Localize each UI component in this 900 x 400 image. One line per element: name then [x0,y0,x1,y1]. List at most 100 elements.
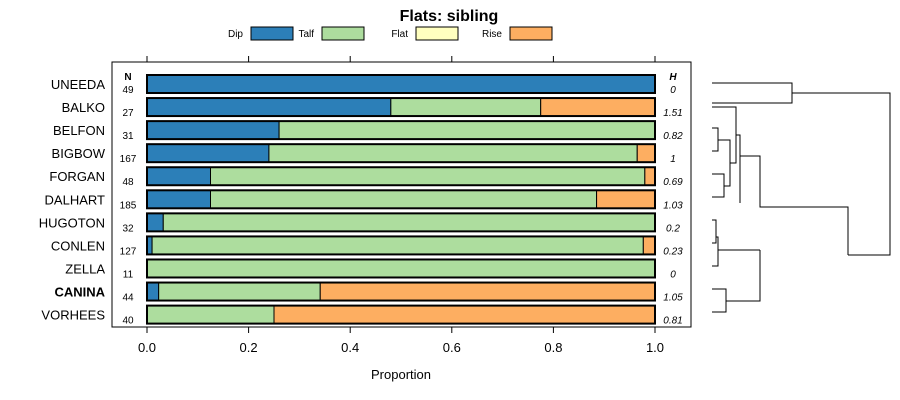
h-value: 1.05 [663,293,683,304]
bar-outline [146,235,656,256]
legend-swatch [250,26,294,41]
bar-segment-rise [644,166,656,186]
bar-segment-talf [146,258,656,278]
h-value: 0.2 [666,223,680,234]
bar-outline [146,166,656,187]
legend-label: Rise [482,29,502,40]
bar-outline [146,258,656,279]
x-axis: 0.0 0.2 0.4 0.6 0.8 1.0 [138,56,664,355]
legend-label: Dip [228,29,243,40]
bar-outline [146,97,656,118]
bar-segment-talf [210,189,598,209]
x-tick-label: 0.8 [544,340,562,355]
chart-title: Flats: sibling [400,8,499,25]
bar-segment-dip [146,212,164,232]
bar-segment-dip [146,97,392,117]
h-value: 1.51 [663,108,682,119]
category-label: BELFON [53,123,105,138]
bar-segment-rise [636,143,656,163]
h-value: 1 [670,154,676,165]
category-label: UNEEDA [51,77,106,92]
n-value: 11 [123,269,134,280]
legend-label: Flat [391,29,408,40]
bar-outline [146,74,656,94]
bar-segment-dip [146,189,211,209]
category-label: VORHEES [41,308,105,323]
x-tick-label: 0.4 [341,340,359,355]
category-label: HUGOTON [39,215,105,230]
bar-segment-dip [146,166,211,186]
category-label: CONLEN [51,238,105,253]
n-value: 48 [122,177,134,188]
bar-segment-talf [146,305,275,325]
bar-outline [146,304,656,325]
bar-segment-rise [273,305,656,325]
h-value: 0.69 [663,177,683,188]
x-tick-label: 1.0 [646,340,664,355]
dendrogram-link [712,127,719,152]
x-axis-title: Proportion [371,367,431,382]
h-value: 0.23 [663,246,683,257]
bar-segment-talf [278,120,656,140]
bar-outline [146,189,656,210]
legend-swatch [415,26,459,41]
bar-segment-talf [162,212,656,232]
n-value: 40 [122,316,134,327]
n-value: 167 [120,154,137,165]
n-column-header: N [124,72,131,83]
legend-swatch [321,26,365,41]
bar-segment-talf [268,143,638,163]
dendrogram-link [792,92,891,256]
bar-outline [146,212,656,233]
legend-label: Talf [298,29,314,40]
category-label: DALHART [45,192,106,207]
dendrogram-link [736,134,741,203]
legend-swatch [509,26,553,41]
n-value: 127 [120,246,137,257]
bar-segment-rise [540,97,656,117]
dendrogram-link [712,288,727,313]
category-label: BALKO [62,100,105,115]
bar-segment-talf [158,282,321,302]
h-value: 0.81 [663,316,682,327]
n-value: 32 [122,223,134,234]
dendrogram-link [712,106,737,164]
bar-outline [146,143,656,164]
bar-outline [146,120,656,141]
category-label: FORGAN [49,169,105,184]
bar-segment-talf [151,235,644,255]
n-value: 44 [122,293,134,304]
n-value: 31 [122,131,134,142]
bar-segment-dip [146,120,280,140]
h-column-header: H [669,72,677,83]
bar-outline [146,281,656,302]
h-value: 1.03 [663,200,683,211]
legend: Dip Talf Flat Rise [228,26,553,41]
x-tick-label: 0.0 [138,340,156,355]
h-value: 0 [670,269,676,280]
dendrogram-link [712,82,793,104]
bar-segment-dip [146,282,160,302]
category-labels: UNEEDA 49 0 BALKO 27 1.51 BELFON 31 0.82 BIGBOW 16… [39,77,683,327]
dendrogram-link [712,236,719,267]
n-value: 185 [120,200,137,211]
bar-segment-rise [319,282,656,302]
bars-group [146,74,656,325]
x-tick-label: 0.6 [443,340,461,355]
bar-segment-dip [146,143,270,163]
category-label: CANINA [54,285,105,300]
h-value: 0 [670,85,676,96]
bar-segment-rise [642,235,656,255]
category-label: ZELLA [65,261,105,276]
dendrogram-link [712,219,717,244]
h-value: 0.82 [663,131,683,142]
x-tick-label: 0.2 [240,340,258,355]
bar-segment-rise [596,189,656,209]
plot-frame [111,61,692,328]
category-label: BIGBOW [52,146,106,161]
n-value: 27 [122,108,134,119]
n-value: 49 [122,85,134,96]
dendrogram [712,82,891,313]
dendrogram-link [740,155,849,255]
